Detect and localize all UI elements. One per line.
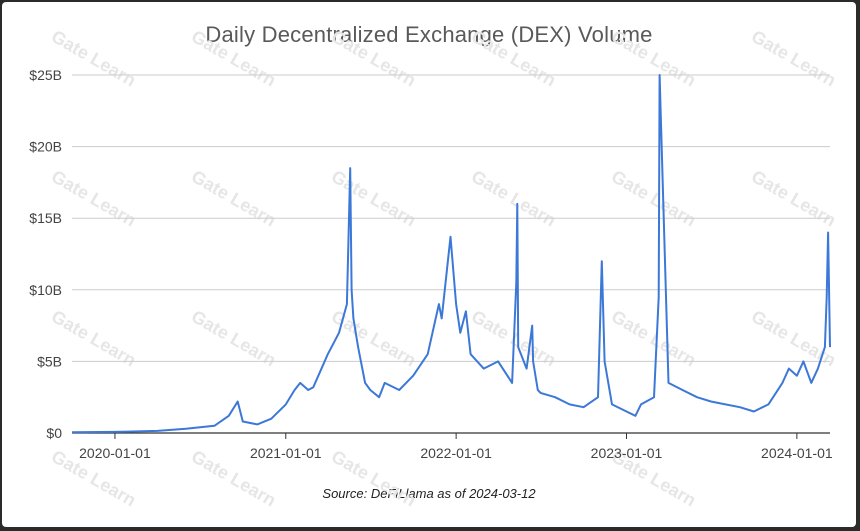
watermark-text: Gate Learn [328,446,419,510]
watermark-text: Gate Learn [328,26,419,90]
watermark-text: Gate Learn [188,26,279,90]
y-tick-label: $25B [29,67,62,83]
watermark-text: Gate Learn [468,26,559,90]
chart-source: Source: DeFiLlama as of 2024-03-12 [322,486,536,501]
watermark-text: Gate Learn [608,306,699,370]
watermark-text: Gate Learn [328,306,419,370]
y-tick-label: $15B [29,210,62,226]
y-tick-label: $10B [29,282,62,298]
x-tick-label: 2022-01-01 [420,445,492,461]
watermark-text: Gate Learn [468,166,559,230]
x-tick-label: 2020-01-01 [79,445,151,461]
x-tick-label: 2023-01-01 [591,445,663,461]
chart-title: Daily Decentralized Exchange (DEX) Volum… [205,22,653,47]
watermark-text: Gate Learn [188,306,279,370]
x-tick-label: 2024-01-01 [761,445,833,461]
watermark-text: Gate Learn [188,166,279,230]
y-tick-label: $0 [46,425,62,441]
watermark-text: Gate Learn [608,26,699,90]
watermark-text: Gate Learn [748,166,839,230]
watermark-text: Gate Learn [608,166,699,230]
y-tick-label: $5B [37,353,62,369]
x-tick-label: 2021-01-01 [250,445,322,461]
watermark-text: Gate Learn [328,166,419,230]
series-line [71,74,831,434]
y-tick-label: $20B [29,139,62,155]
watermark-text: Gate Learn [748,26,839,90]
